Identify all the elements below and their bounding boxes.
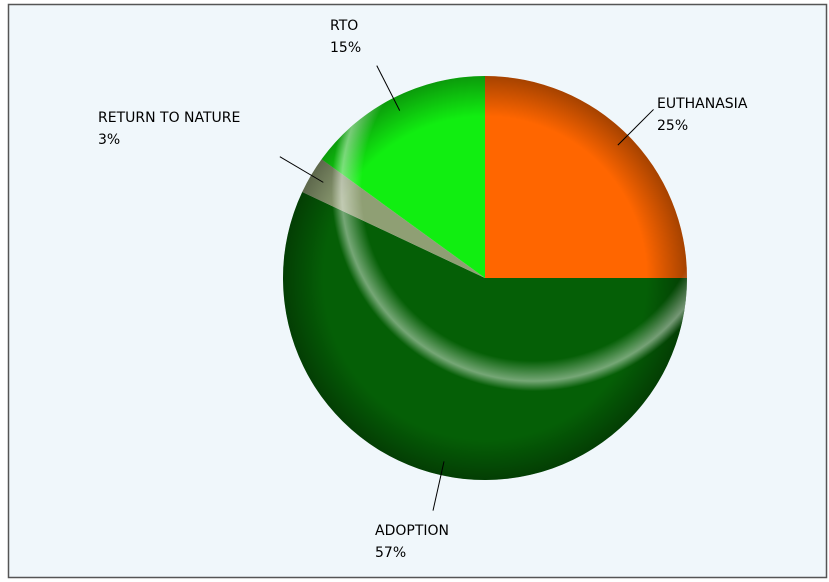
slice-label: RETURN TO NATURE (98, 110, 240, 126)
leader-line (279, 156, 324, 183)
leader-line (432, 461, 445, 511)
leader-line (376, 65, 401, 111)
slice-label: ADOPTION (375, 523, 449, 539)
leader-line (617, 109, 654, 146)
slice-value-label: 57% (375, 545, 406, 561)
slice-value-label: 15% (330, 40, 361, 56)
slice-value-label: 3% (98, 132, 120, 148)
pie-highlight (283, 76, 687, 480)
slice-label: EUTHANASIA (657, 96, 748, 112)
slice-label: RTO (330, 18, 358, 34)
pie (282, 76, 687, 481)
slice-value-label: 25% (657, 118, 688, 134)
